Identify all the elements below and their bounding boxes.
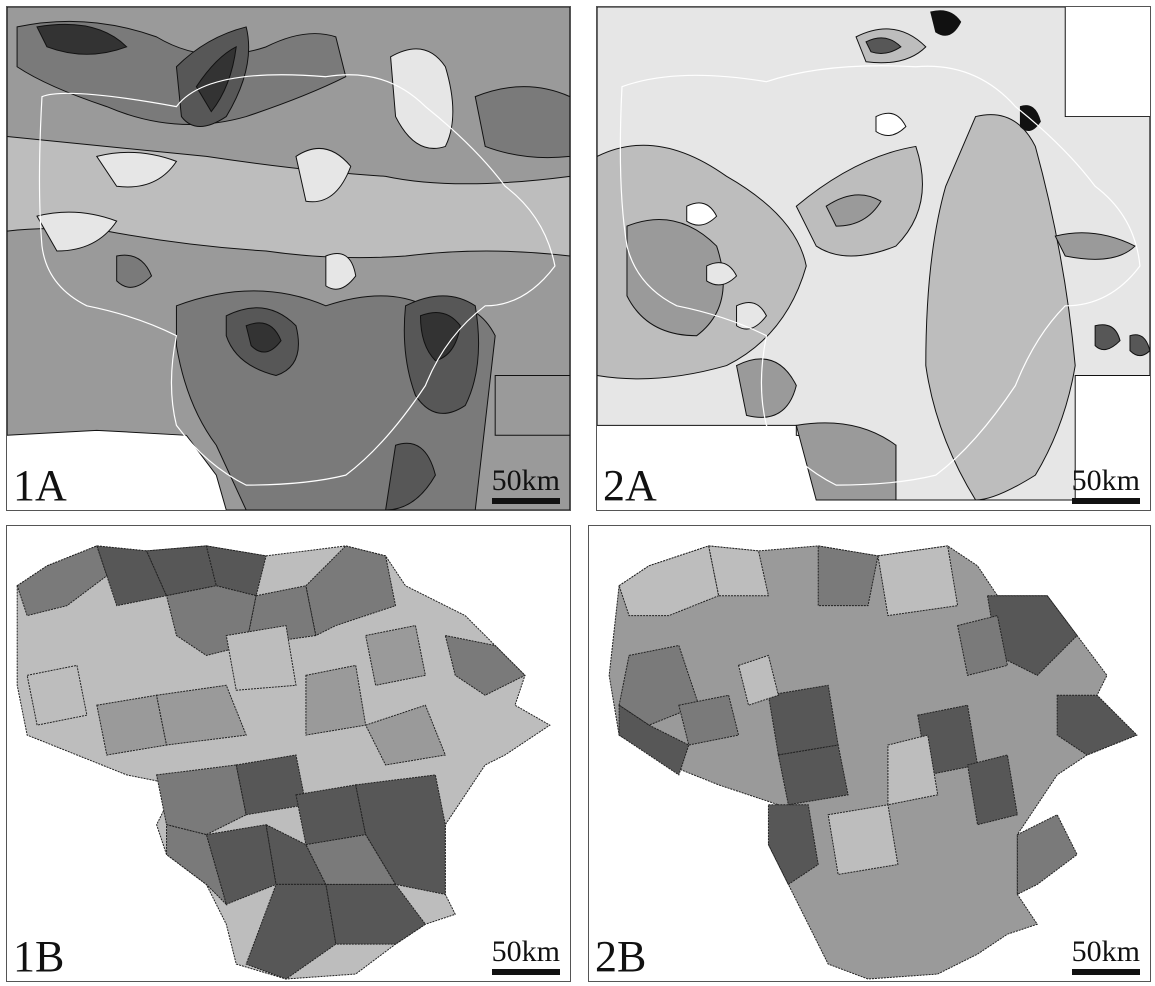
scale-line (491, 498, 560, 504)
scale-line (1071, 498, 1140, 504)
map-panel-1a: 1A 50km (6, 6, 571, 511)
scale-bar: 50km (1071, 464, 1140, 504)
district-map-1b (16, 545, 551, 980)
panel-label: 2B (595, 932, 647, 981)
district-map-2b (608, 545, 1138, 980)
contour-map-2a (597, 7, 1150, 501)
scale-label: 50km (1071, 935, 1140, 968)
scale-label: 50km (1071, 464, 1140, 497)
scale-bar: 50km (491, 935, 560, 975)
contour-map-1a (7, 7, 570, 510)
scale-line (491, 969, 560, 975)
panel-label: 1B (13, 932, 65, 981)
map-panel-1b: 1B 50km (6, 525, 571, 982)
panel-label: 2A (603, 461, 657, 510)
scale-bar: 50km (491, 464, 560, 504)
scale-label: 50km (491, 464, 560, 497)
scale-label: 50km (491, 935, 560, 968)
panel-label: 1A (13, 461, 67, 510)
map-panel-2b: 2B 50km (588, 525, 1151, 982)
scale-line (1071, 969, 1140, 975)
scale-bar: 50km (1071, 935, 1140, 975)
map-panel-2a: 2A 50km (596, 6, 1151, 511)
